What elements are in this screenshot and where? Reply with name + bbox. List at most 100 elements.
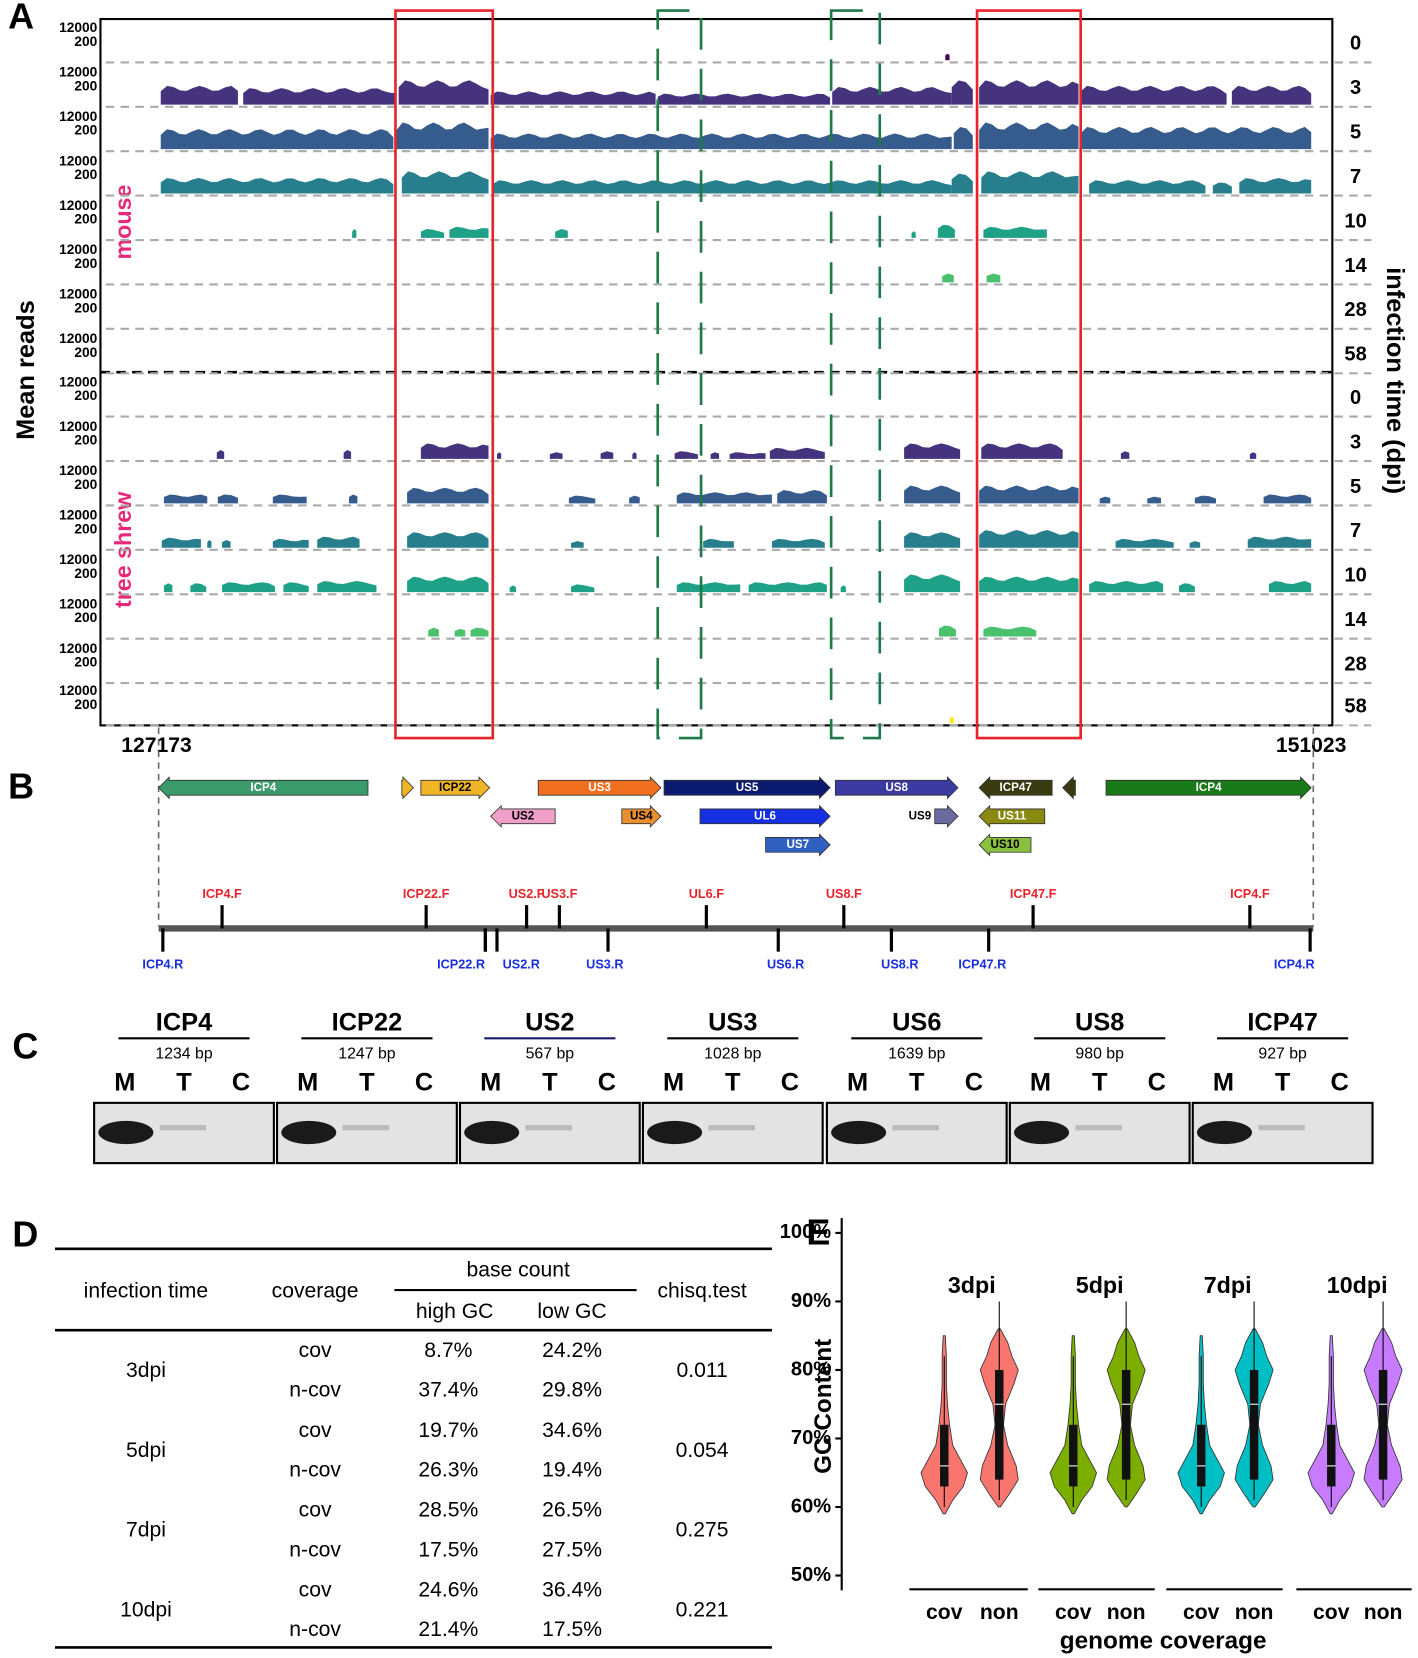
table-cell: 8.7% [424,1339,472,1362]
gel-band-marker [1014,1120,1070,1145]
primer-f-label: ICP4.F [1230,887,1270,901]
gene-arrow [401,776,415,800]
x-end: 151023 [1276,734,1347,757]
coverage-area [979,576,1079,593]
coverage-area [470,627,489,637]
coverage-area [1194,495,1217,504]
panel-letter: E [806,1212,830,1253]
gel-band-target [342,1125,390,1131]
table-cell: 36.4% [542,1578,602,1601]
gene-arrow [699,804,831,828]
coverage-area [945,53,950,61]
table-cell: 17.5% [542,1618,602,1641]
track-tick-label: 12000 [59,153,98,168]
coverage-area [407,532,489,548]
gel-size: 980 bp [1075,1045,1124,1062]
gene-arrow [978,776,1053,800]
primer-r-label: US6.R [767,958,804,972]
coverage-area [983,226,1047,238]
table-cell: 26.5% [542,1499,602,1522]
x-axis-label: genome coverage [1060,1628,1267,1655]
coverage-area [953,126,973,150]
track-tick-label: 200 [74,697,97,712]
table-cell: 34.6% [542,1419,602,1442]
coverage-area [629,495,640,504]
coverage-area [568,495,596,504]
coverage-area [832,86,952,105]
coverage-area [160,129,394,150]
gene-label: US11 [998,809,1027,822]
table-cell: 29.8% [542,1379,602,1402]
coverage-area [272,538,309,548]
coverage-area [1212,182,1232,194]
coverage-area [407,487,489,504]
table-header: base count [466,1259,569,1282]
lane-label: M [847,1069,868,1097]
gel-band-marker [281,1120,337,1145]
coverage-area [549,452,563,459]
table-header: infection time [84,1280,208,1303]
coverage-area [904,485,961,504]
coverage-area [420,229,445,238]
coverage-area [449,226,489,238]
gene-arrow [765,833,831,857]
coverage-area [748,582,827,593]
track-tick-label: 200 [74,212,97,227]
gene-arrow [420,776,491,800]
coverage-area [904,443,961,459]
track-tick-label: 12000 [59,374,98,389]
primer-f-label: ICP22.F [403,887,450,901]
gene-label: US7 [787,838,810,851]
table-header: high GC [416,1300,494,1323]
track-tick-label: 12000 [59,419,98,434]
x-tick-label: cov [1183,1601,1220,1624]
box [940,1424,949,1487]
time-label: 10 [1344,210,1366,232]
coverage-area [1247,536,1312,548]
gel-name: US8 [1075,1008,1124,1036]
table-cell: n-cov [289,1458,341,1481]
track-tick-label: 200 [74,521,97,536]
coverage-area [676,492,772,504]
table-cell: 7dpi [126,1519,166,1542]
coverage-area [1080,85,1227,105]
coverage-area [1089,581,1164,593]
coverage-area [190,583,207,593]
coverage-area [771,538,825,548]
lane-label: M [297,1069,318,1097]
y-tick-label: 60% [791,1495,831,1517]
gene-arrow [1105,776,1312,800]
highlight-box [975,9,1082,740]
primer-f-label: ICP47.F [1010,887,1057,901]
primer-r-label: US8.R [881,958,918,972]
track-tick-label: 200 [74,610,97,625]
coverage-area [1179,583,1195,593]
track-tick-label: 200 [74,345,97,360]
gel-size: 927 bp [1258,1045,1307,1062]
time-label: 14 [1344,255,1367,277]
coverage-area [348,494,358,504]
x-tick-label: non [980,1601,1019,1624]
table-cell: 24.6% [418,1578,478,1601]
coverage-area [428,627,439,637]
gel-band-target [708,1125,755,1131]
primer-r-label: US3.R [586,958,623,972]
table-cell: 0.221 [676,1599,729,1622]
coverage-area [401,171,489,194]
time-label: 7 [1350,520,1361,542]
primer-r-label: ICP47.R [958,958,1006,972]
panel-letter: A [8,0,34,37]
primer-f-label: ICP4.F [202,887,242,901]
gel-band-marker [1196,1120,1252,1145]
lane-label: M [114,1069,135,1097]
gene-arrow [1062,776,1076,800]
time-label: 58 [1344,344,1366,366]
track-tick-label: 12000 [59,508,98,523]
x-tick-label: non [1364,1601,1403,1624]
lane-label: T [542,1069,558,1097]
coverage-area [283,582,309,593]
coverage-area [1249,452,1257,459]
time-label: 0 [1350,387,1361,409]
table-cell: cov [299,1339,332,1362]
coverage-area [937,224,955,238]
